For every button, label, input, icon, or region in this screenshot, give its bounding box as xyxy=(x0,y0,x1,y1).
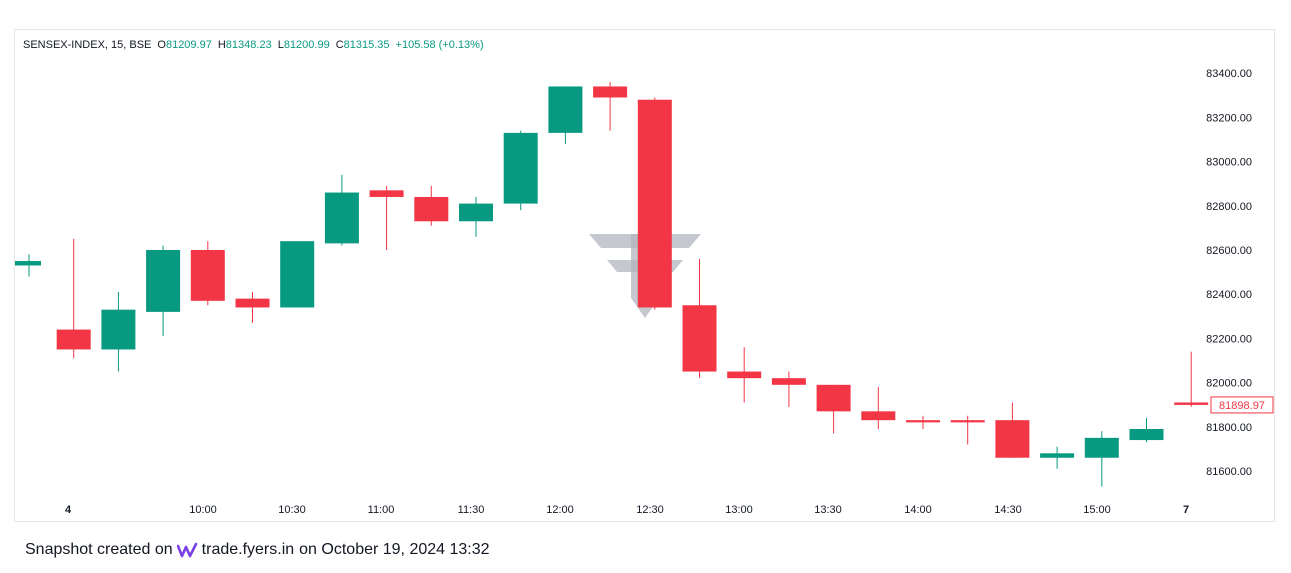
open-value: 81209.97 xyxy=(165,39,212,51)
candle-body xyxy=(861,411,896,421)
candle-body xyxy=(548,86,583,133)
snapshot-footer: Snapshot created on trade.fyers.in on Oc… xyxy=(25,541,490,559)
candle-body xyxy=(1084,437,1119,458)
candle-body xyxy=(146,250,181,312)
y-tick-label: 82400.00 xyxy=(1206,289,1252,301)
candle-body xyxy=(816,384,851,412)
candle[interactable] xyxy=(235,291,270,323)
y-tick-label: 82000.00 xyxy=(1206,378,1252,390)
candle[interactable] xyxy=(369,185,404,250)
candle[interactable] xyxy=(1084,431,1119,487)
x-tick-label: 14:30 xyxy=(994,504,1022,516)
close-key: C xyxy=(335,39,344,51)
last-price-tag: 81898.97 xyxy=(1210,396,1274,414)
candle[interactable] xyxy=(459,196,493,237)
candle-body xyxy=(906,420,940,423)
candle[interactable] xyxy=(190,241,225,306)
candle-body xyxy=(280,241,315,308)
y-tick-label: 83000.00 xyxy=(1206,157,1252,169)
y-tick-label: 83400.00 xyxy=(1206,68,1252,80)
candle[interactable] xyxy=(637,97,672,310)
fyers-logo-icon xyxy=(176,542,197,558)
candle-body xyxy=(1174,402,1209,405)
candle[interactable] xyxy=(727,347,762,403)
low-value: 81200.99 xyxy=(283,39,330,51)
candlestick-chart[interactable]: 83400.00 83200.00 83000.00 82800.00 82600.00… xyxy=(15,30,1274,521)
candle[interactable] xyxy=(56,238,91,359)
candle-body xyxy=(101,309,136,350)
close-value: 81315.35 xyxy=(343,39,390,51)
candle[interactable] xyxy=(503,130,538,211)
candle-body xyxy=(995,420,1030,458)
last-price-label: 81898.97 xyxy=(1219,400,1265,412)
candle-body xyxy=(503,132,538,204)
chart-panel[interactable]: 83400.00 83200.00 83000.00 82800.00 82600.00… xyxy=(14,29,1275,522)
candle[interactable] xyxy=(771,371,806,407)
y-tick-label: 83200.00 xyxy=(1206,112,1252,124)
site-link[interactable]: trade.fyers.in xyxy=(201,541,295,558)
candle[interactable] xyxy=(906,415,940,430)
candle-body xyxy=(56,329,91,350)
candle[interactable] xyxy=(280,241,315,308)
candle-body xyxy=(369,190,404,197)
symbol-label: SENSEX-INDEX, 15, BSE xyxy=(23,39,152,51)
candle[interactable] xyxy=(146,245,181,337)
candle[interactable] xyxy=(414,185,449,226)
candle[interactable] xyxy=(1129,417,1164,443)
candle-body xyxy=(15,261,41,266)
candle[interactable] xyxy=(548,86,583,144)
high-value: 81348.23 xyxy=(225,39,272,51)
low-key: L xyxy=(277,39,284,51)
y-tick-label: 82600.00 xyxy=(1206,245,1252,257)
candle-body xyxy=(637,99,672,308)
candle[interactable] xyxy=(950,415,985,445)
candle[interactable] xyxy=(1174,351,1209,407)
high-key: H xyxy=(217,39,226,51)
candle-body xyxy=(1040,453,1075,458)
candle[interactable] xyxy=(593,82,628,131)
candle[interactable] xyxy=(682,258,717,379)
candle-body xyxy=(190,250,225,301)
candle[interactable] xyxy=(816,384,851,434)
x-tick-label: 13:30 xyxy=(814,504,842,516)
candle[interactable] xyxy=(861,387,896,430)
footer-prefix: Snapshot created on xyxy=(25,541,173,558)
x-tick-label: 15:00 xyxy=(1083,504,1111,516)
y-tick-label: 81600.00 xyxy=(1206,466,1252,478)
candle-body xyxy=(414,196,449,222)
x-tick-label: 10:30 xyxy=(278,504,306,516)
candle[interactable] xyxy=(15,254,41,277)
ohlc-legend: SENSEX-INDEX, 15, BSE O81209.97 H81348.23 L… xyxy=(23,39,484,51)
x-tick-label: 14:00 xyxy=(904,504,932,516)
candle-body xyxy=(682,305,717,372)
x-tick-label: 7 xyxy=(1183,504,1189,516)
y-tick-label: 82200.00 xyxy=(1206,333,1252,345)
footer-suffix: on October 19, 2024 13:32 xyxy=(299,541,490,558)
candle-body xyxy=(950,420,985,423)
candle[interactable] xyxy=(995,402,1030,458)
candle-body xyxy=(235,298,270,308)
candle-body xyxy=(1129,429,1164,441)
x-tick-label: 13:00 xyxy=(725,504,753,516)
candle-body xyxy=(593,86,628,98)
open-key: O xyxy=(157,39,166,51)
candle-body xyxy=(459,203,493,222)
y-tick-label: 81800.00 xyxy=(1206,422,1252,434)
candle[interactable] xyxy=(324,174,359,246)
candle-body xyxy=(324,192,359,244)
candle-body xyxy=(771,378,806,385)
candle[interactable] xyxy=(1040,446,1075,469)
x-tick-label: 11:30 xyxy=(458,504,485,516)
x-tick-label: 10:00 xyxy=(189,504,217,516)
x-tick-label: 4 xyxy=(65,504,72,516)
y-tick-label: 82800.00 xyxy=(1206,201,1252,213)
x-tick-label: 12:00 xyxy=(546,504,574,516)
change-value: +105.58 (+0.13%) xyxy=(395,39,484,51)
x-tick-label: 12:30 xyxy=(636,504,664,516)
candle[interactable] xyxy=(101,291,136,372)
x-tick-label: 11:00 xyxy=(368,504,395,516)
candle-body xyxy=(727,371,762,379)
